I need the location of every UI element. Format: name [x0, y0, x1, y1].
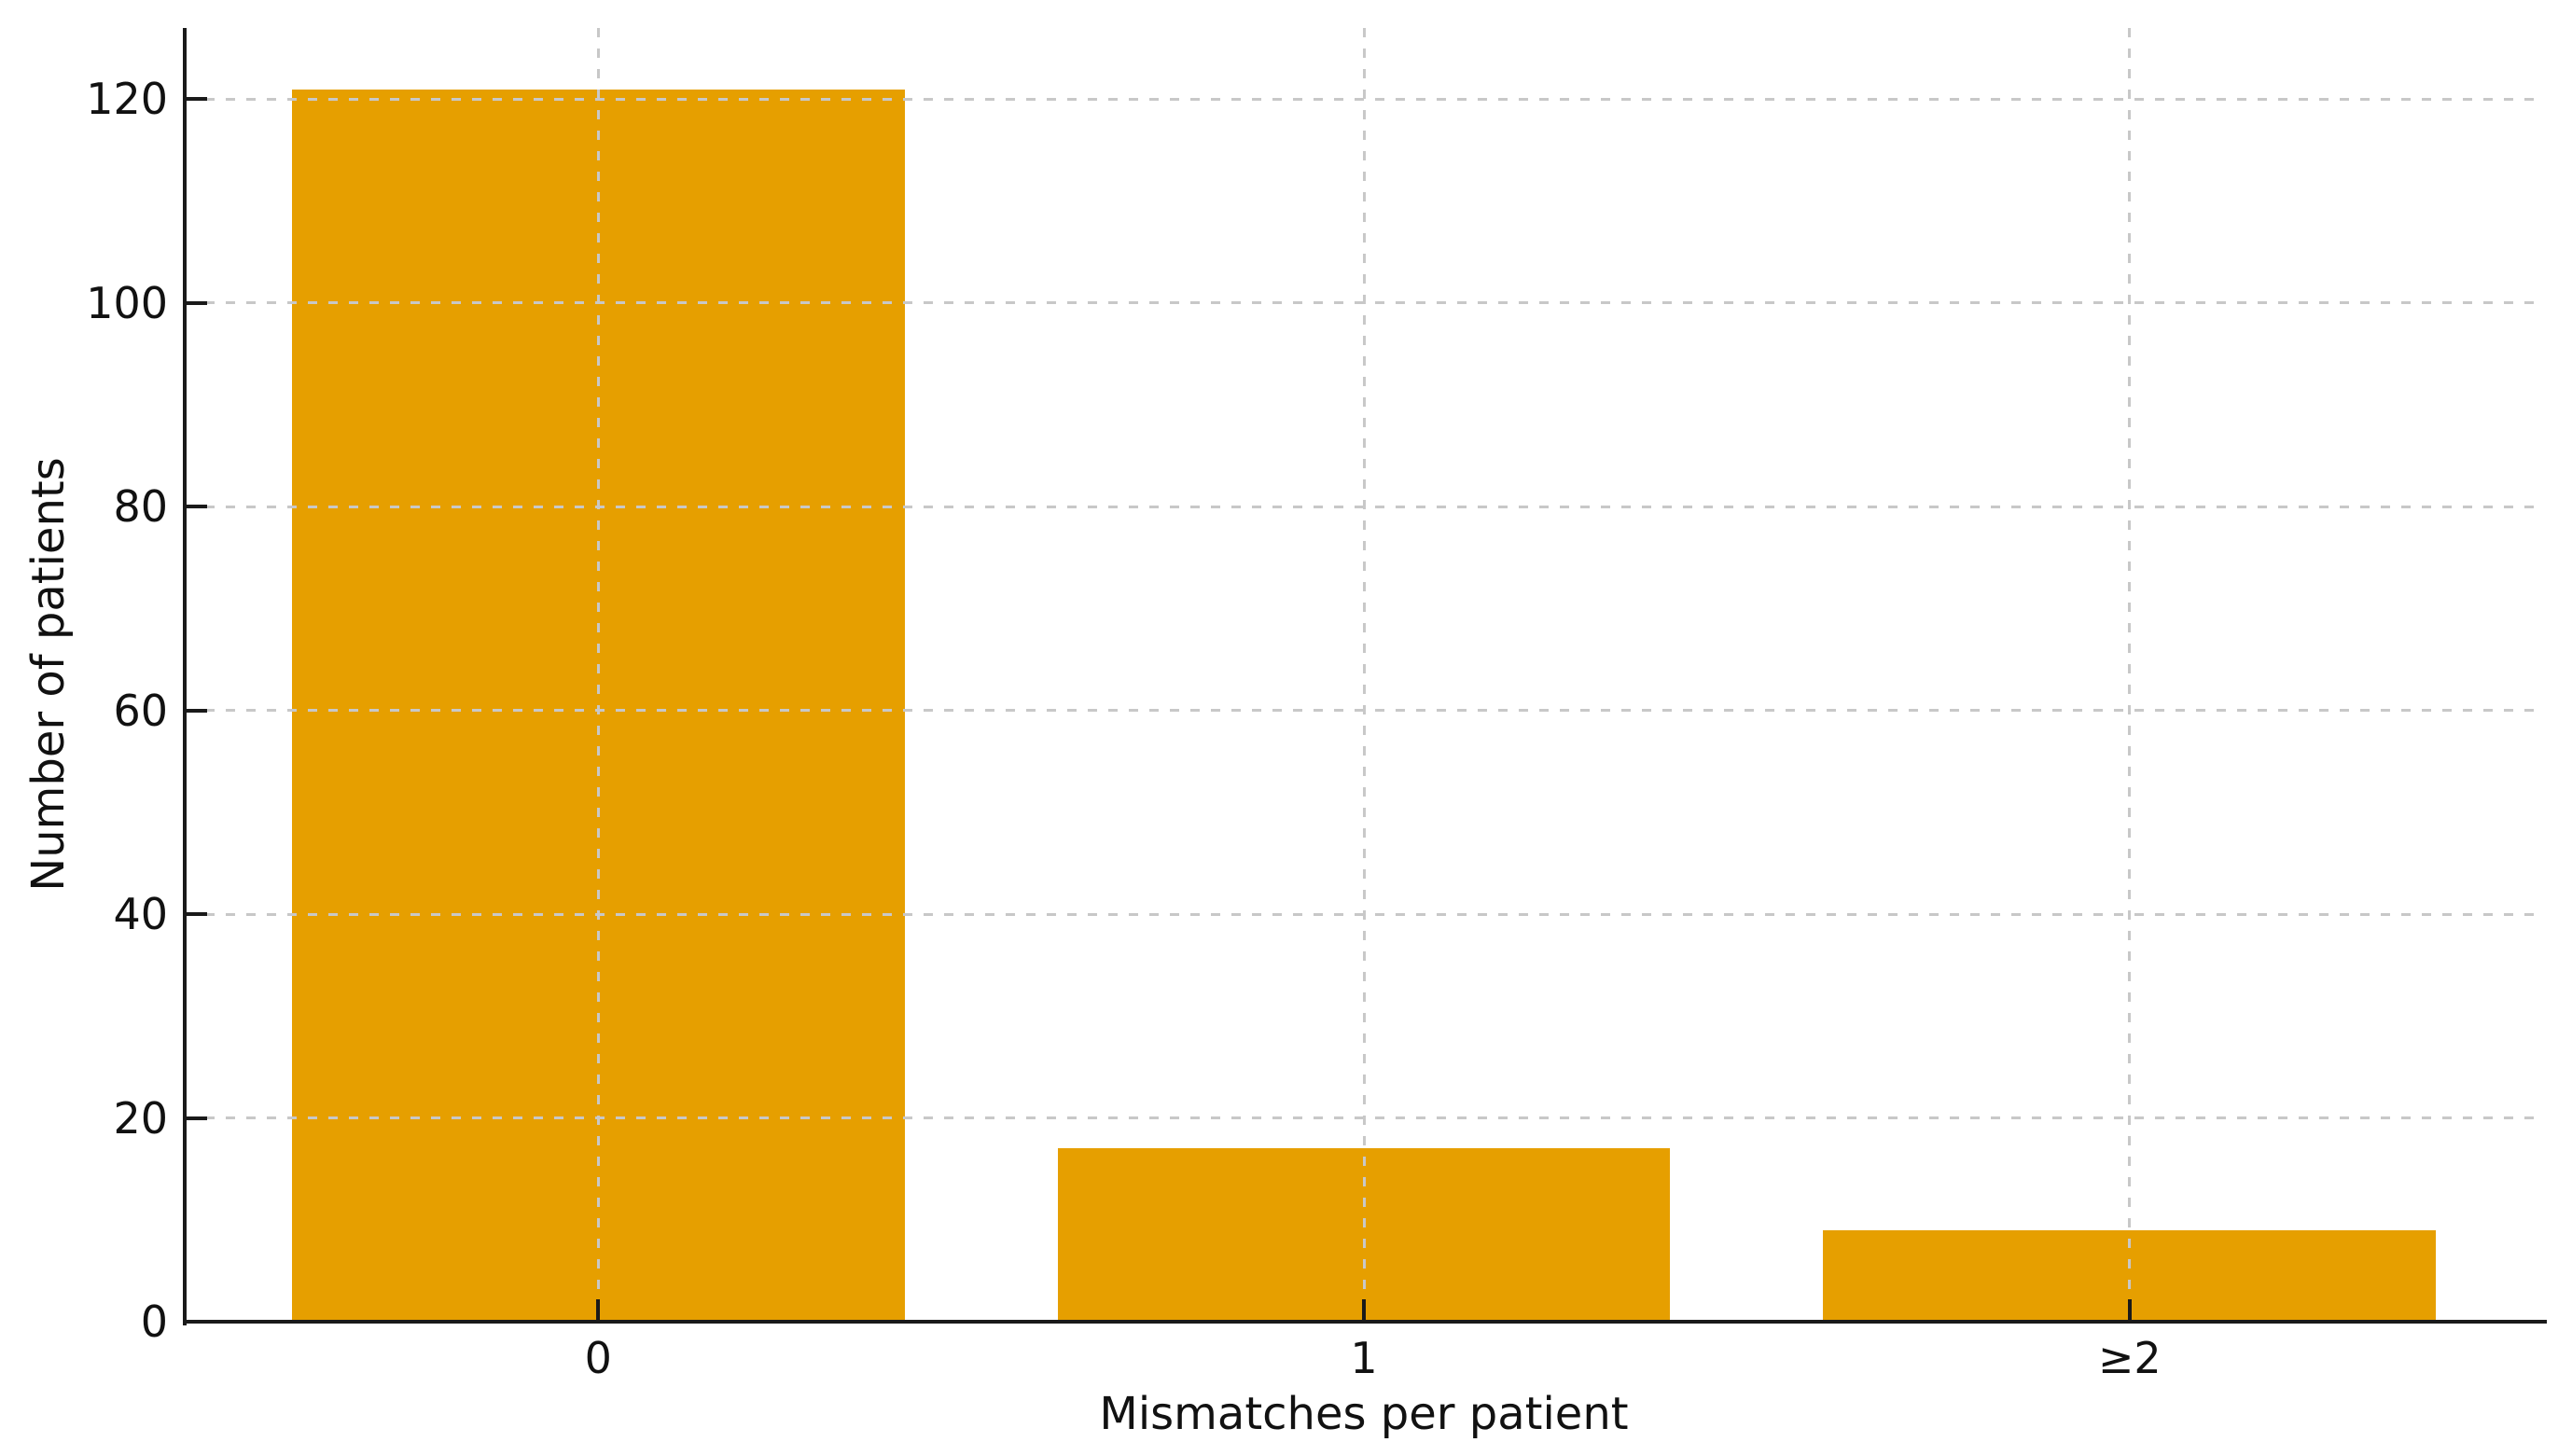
- x-tick-label: ≥2: [2097, 1333, 2162, 1383]
- y-tick-mark: [185, 912, 207, 917]
- x-tick-label: 1: [1350, 1333, 1378, 1383]
- y-tick-label: 80: [113, 481, 168, 533]
- y-tick-label: 20: [113, 1092, 168, 1144]
- y-axis-title: Number of patients: [22, 457, 75, 892]
- gridline-vertical: [1362, 28, 1366, 1322]
- x-tick-label: 0: [584, 1333, 612, 1383]
- y-tick-label: 120: [86, 74, 168, 125]
- gridline-vertical: [2128, 28, 2132, 1322]
- x-tick-mark: [2127, 1299, 2132, 1322]
- y-tick-label: 60: [113, 685, 168, 736]
- y-tick-label: 0: [140, 1297, 168, 1347]
- x-tick-mark: [596, 1299, 601, 1322]
- y-tick-mark: [185, 1116, 207, 1120]
- y-tick-mark: [185, 97, 207, 102]
- plot-area: [185, 28, 2543, 1324]
- gridline-vertical: [596, 28, 600, 1322]
- y-tick-mark: [185, 300, 207, 305]
- y-tick-mark: [185, 708, 207, 713]
- y-tick-label: 100: [86, 277, 168, 328]
- x-tick-mark: [1362, 1299, 1366, 1322]
- x-axis-title: Mismatches per patient: [1099, 1388, 1629, 1440]
- y-tick-label: 40: [113, 889, 168, 940]
- y-tick-mark: [185, 505, 207, 509]
- x-axis-spine: [183, 1320, 2547, 1324]
- y-axis-spine: [183, 28, 187, 1325]
